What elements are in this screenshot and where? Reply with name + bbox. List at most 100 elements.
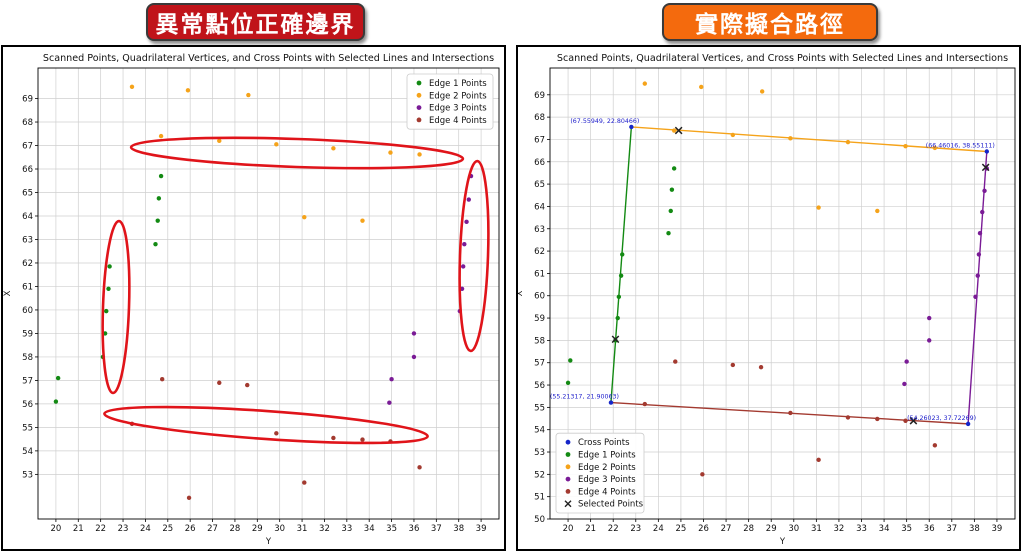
y-tick-label: 61 (22, 282, 33, 292)
edge-2-points-marker (274, 142, 279, 147)
edge-3-points-marker (387, 400, 392, 405)
selected-point-marker (611, 335, 620, 344)
edge-4-points-marker (186, 495, 192, 501)
legend-label: Cross Points (578, 438, 630, 448)
edge-4-points-marker (700, 472, 705, 477)
cross-point-annotation: (54.26023, 37.72269) (907, 415, 976, 422)
edge-4-points-marker (360, 437, 365, 442)
x-tick-label: 33 (856, 524, 867, 534)
legend: Edge 1 Points Edge 2 Points Edge 3 Points E… (406, 73, 494, 130)
edge-2-points-marker (331, 146, 336, 151)
x-tick-label: 27 (207, 524, 218, 534)
y-tick-label: 57 (534, 359, 545, 369)
fitted-edge-line (631, 126, 987, 153)
y-tick-label: 58 (22, 353, 33, 363)
x-tick-label: 23 (630, 524, 641, 534)
edge-1-points-marker (668, 208, 673, 214)
x-tick-label: 35 (901, 524, 912, 534)
legend-swatch (565, 452, 571, 457)
y-tick-label: 62 (22, 259, 33, 269)
legend-box (555, 432, 645, 514)
x-tick-label: 39 (992, 524, 1003, 534)
x-tick-label: 22 (608, 524, 619, 534)
edge-2-points-marker (730, 132, 736, 138)
y-tick-label: 68 (534, 113, 545, 123)
edge-1-points-marker (615, 315, 620, 321)
left-chart-panel: Scanned Points, Quadrilateral Vertices, … (1, 45, 506, 551)
edge-1-points-marker (671, 166, 677, 171)
y-tick-label: 55 (534, 403, 545, 413)
left-banner: 異常點位正確邊界 (146, 3, 365, 41)
grid-lines (38, 68, 499, 519)
legend-swatch (565, 439, 571, 445)
y-tick-label: 68 (22, 118, 33, 128)
y-tick-label: 53 (22, 470, 33, 480)
edge-3-points-marker (927, 338, 932, 343)
cross-point-annotation: (67.55949, 22.80466) (570, 118, 639, 125)
left-banner-label: 異常點位正確邊界 (155, 12, 356, 38)
x-tick-label: 37 (946, 524, 957, 534)
edge-1-points-marker (620, 252, 625, 257)
y-tick-label: 69 (22, 95, 33, 105)
x-tick-label: 28 (743, 524, 754, 534)
x-tick-label: 27 (721, 524, 732, 534)
chart-title: Scanned Points, Quadrilateral Vertices, … (43, 53, 494, 64)
edge-4-points-marker (331, 435, 336, 441)
edge-4-points-marker (160, 377, 165, 382)
edge-4-points-marker (730, 362, 736, 368)
x-tick-label: 22 (95, 524, 106, 534)
y-tick-label: 62 (534, 247, 545, 257)
edge-1-points-marker (106, 286, 111, 292)
edge-1-points-marker (104, 308, 109, 314)
edge-1-points-marker (568, 358, 573, 363)
y-tick-label: 50 (534, 515, 545, 525)
edge-3-points-marker (973, 294, 978, 300)
y-tick-label: 58 (534, 336, 545, 346)
legend-swatch (565, 476, 571, 482)
y-tick-label: 66 (534, 158, 545, 168)
plot-frame (549, 67, 1016, 520)
x-tick-label: 39 (476, 524, 487, 534)
right-banner-label: 實際擬合路徑 (695, 12, 845, 38)
y-tick-label: 64 (22, 212, 33, 222)
edge-4-points-marker (875, 416, 880, 422)
edge-3-points-marker (460, 264, 466, 269)
edge-4-points-marker (417, 465, 422, 470)
y-tick-label: 65 (534, 180, 545, 190)
fitted-edge-line (610, 126, 633, 403)
legend-swatch (416, 92, 422, 98)
edge-3-points-marker (902, 381, 907, 387)
edge-3-points-marker (982, 188, 987, 193)
legend-swatch-selected (564, 500, 572, 508)
left-scatter-chart: Scanned Points, Quadrilateral Vertices, … (3, 53, 500, 547)
legend-label: Edge 3 Points (429, 104, 487, 114)
edge-2-points-marker (417, 152, 422, 157)
x-tick-label: 24 (140, 524, 151, 534)
legend-box (406, 73, 494, 130)
y-tick-label: 59 (534, 314, 545, 324)
x-tick-label: 26 (185, 524, 196, 534)
edge-4-points-marker (932, 443, 938, 448)
edge-2-points-marker (845, 139, 851, 145)
x-tick-label: 21 (585, 524, 596, 534)
edge-2-points-marker (788, 136, 793, 141)
edge-1-points-marker (158, 173, 164, 179)
y-tick-label: 56 (534, 381, 545, 391)
y-tick-label: 63 (534, 225, 545, 235)
edge-1-points-marker (155, 218, 160, 223)
chart-title: Scanned Points, Quadrilateral Vertices, … (557, 53, 1008, 64)
y-tick-label: 51 (534, 493, 545, 503)
edge-4-points-marker (758, 364, 764, 370)
legend-label: Edge 1 Points (578, 451, 636, 461)
edge-2-points-marker (759, 89, 765, 94)
edge-2-points-marker (158, 133, 164, 139)
y-tick-label: 55 (22, 423, 33, 433)
cross-points-marker (629, 124, 634, 130)
y-tick-label: 65 (22, 188, 33, 198)
right-banner: 實際擬合路徑 (662, 3, 878, 41)
y-tick-label: 54 (534, 426, 545, 436)
legend-label: Edge 4 Points (578, 487, 636, 497)
edge-4-points-marker (673, 359, 678, 364)
y-tick-label: 52 (534, 470, 545, 480)
edge-4-points-marker (903, 418, 908, 423)
